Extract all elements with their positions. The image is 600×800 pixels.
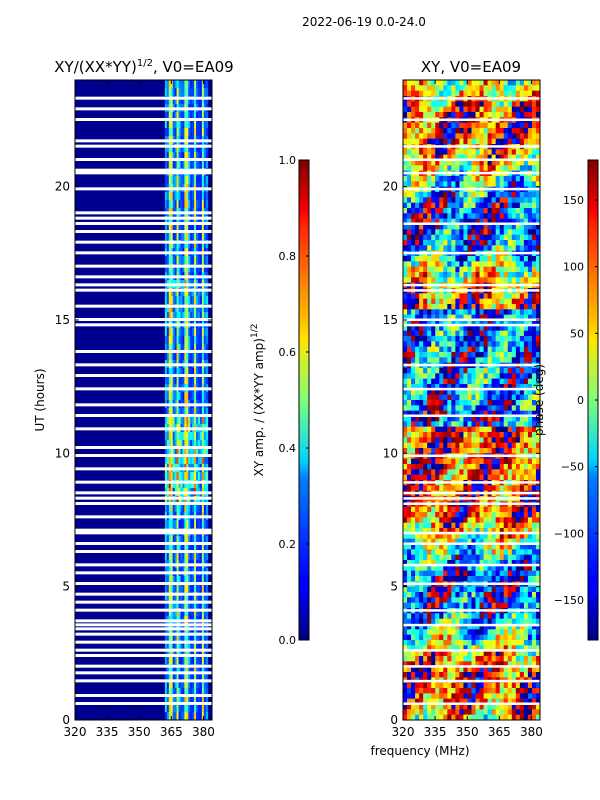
x-tick-label: 365: [160, 725, 183, 739]
amplitude-panel-title: XY/(XX*YY)1/2, V0=EA09: [54, 58, 233, 76]
y-tick-label: 10: [383, 446, 398, 460]
amplitude-colorbar: [298, 159, 310, 641]
colorbar-tick-label: 0: [577, 394, 584, 407]
y-tick-label: 10: [55, 446, 70, 460]
x-tick-label: 320: [64, 725, 87, 739]
phase-panel-title: XY, V0=EA09: [421, 58, 521, 76]
colorbar-tick-label: −150: [554, 594, 584, 607]
amplitude-axes-frame: [74, 79, 213, 721]
x-tick-label: 380: [520, 725, 543, 739]
y-tick-label: 0: [62, 713, 70, 727]
y-tick-label: 20: [55, 180, 70, 194]
colorbar-tick-label: 50: [570, 327, 584, 340]
colorbar-tick-label: 0.4: [279, 442, 297, 455]
colorbar-tick-label: 1.0: [279, 154, 297, 167]
amplitude-colorbar-label: XY amp. / (XX*YY amp)1/2: [250, 324, 266, 477]
y-tick-label: 20: [383, 180, 398, 194]
colorbar-tick-label: −100: [554, 527, 584, 540]
y-tick-label: 15: [383, 313, 398, 327]
phase-colorbar-label: phase (deg): [532, 364, 546, 436]
y-tick-label: 5: [62, 580, 70, 594]
phase-heatmap: [403, 80, 540, 720]
phase-axes-frame: [402, 79, 541, 721]
colorbar-tick-label: 100: [563, 261, 584, 274]
y-tick-label: 15: [55, 313, 70, 327]
colorbar-tick-label: 0.8: [279, 250, 297, 263]
x-tick-label: 365: [488, 725, 511, 739]
x-tick-label: 320: [392, 725, 415, 739]
x-tick-label: 350: [128, 725, 151, 739]
phase-x-axis-label: frequency (MHz): [370, 744, 469, 758]
y-tick-label: 5: [390, 580, 398, 594]
colorbar-tick-label: 0.0: [279, 634, 297, 647]
amplitude-heatmap: [75, 80, 212, 720]
x-tick-label: 380: [192, 725, 215, 739]
x-tick-label: 350: [456, 725, 479, 739]
x-tick-label: 335: [424, 725, 447, 739]
colorbar-tick-label: −50: [561, 461, 584, 474]
figure-suptitle: 2022-06-19 0.0-24.0: [302, 15, 426, 29]
colorbar-tick-label: 0.2: [279, 538, 297, 551]
y-tick-label: 0: [390, 713, 398, 727]
amplitude-y-axis-label: UT (hours): [33, 368, 47, 431]
x-tick-label: 335: [96, 725, 119, 739]
colorbar-tick-label: 0.6: [279, 346, 297, 359]
colorbar-tick-label: 150: [563, 194, 584, 207]
